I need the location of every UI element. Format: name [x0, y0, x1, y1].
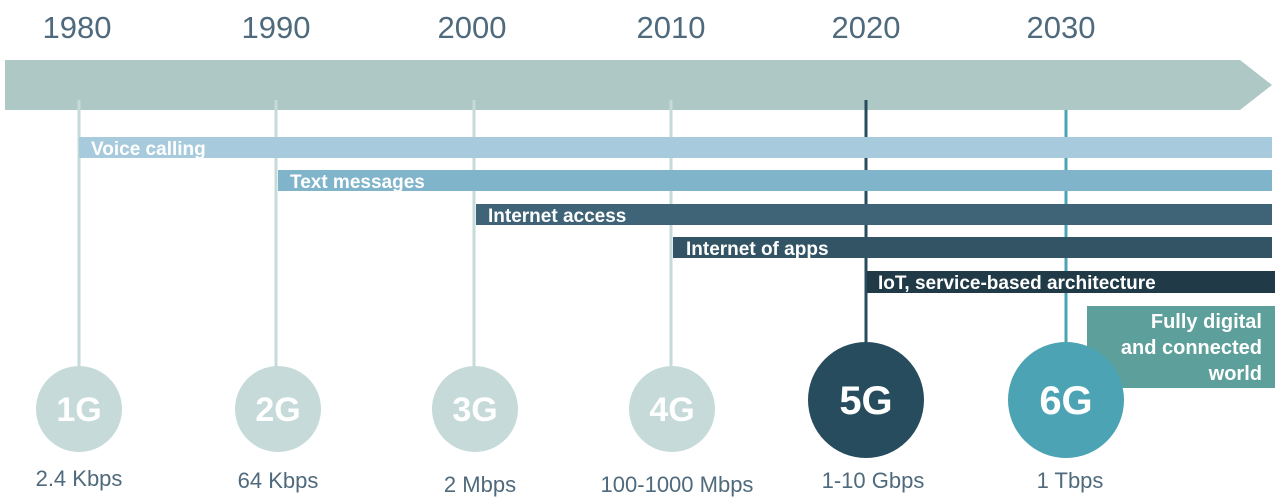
- speed-label-3g: 2 Mbps: [444, 472, 516, 497]
- generation-circle-2g: [235, 366, 321, 452]
- generation-label-2g: 2G: [255, 391, 300, 429]
- generation-circle-4g: [629, 366, 715, 452]
- capability-label-iot-service-based-architecture: IoT, service-based architecture: [878, 273, 1156, 294]
- generation-label-1g: 1G: [56, 391, 101, 429]
- generation-circle-5g: [808, 342, 924, 458]
- capability-bar-voice-calling: [79, 137, 1272, 158]
- speed-label-2g: 64 Kbps: [238, 468, 319, 493]
- generation-label-6g: 6G: [1039, 379, 1092, 423]
- speed-label-5g: 1-10 Gbps: [822, 468, 925, 493]
- future-box-line-1: Fully digital: [1151, 311, 1262, 333]
- capability-bar-text-messages: [278, 170, 1272, 191]
- future-box-line-2: and connected: [1121, 337, 1262, 359]
- capability-label-internet-access: Internet access: [488, 206, 626, 227]
- generation-label-3g: 3G: [452, 391, 497, 429]
- speed-label-1g: 2.4 Kbps: [36, 466, 123, 491]
- generation-circle-3g: [432, 366, 518, 452]
- speed-label-4g: 100-1000 Mbps: [601, 472, 754, 497]
- future-box: [1087, 306, 1275, 388]
- capability-bar-internet-of-apps: [673, 237, 1272, 258]
- capability-bar-internet-access: [476, 204, 1272, 225]
- generation-circle-6g: [1008, 342, 1124, 458]
- generation-label-4g: 4G: [649, 391, 694, 429]
- year-label-1980: 1980: [43, 10, 112, 45]
- generation-label-5g: 5G: [839, 379, 892, 423]
- capability-bar-iot-service-based-architecture: [867, 271, 1275, 293]
- year-label-2010: 2010: [637, 10, 706, 45]
- generation-circle-1g: [36, 366, 122, 452]
- speed-label-6g: 1 Tbps: [1037, 468, 1104, 493]
- capability-label-internet-of-apps: Internet of apps: [686, 239, 829, 260]
- capability-label-text-messages: Text messages: [290, 172, 425, 193]
- year-label-1990: 1990: [242, 10, 311, 45]
- year-label-2020: 2020: [832, 10, 901, 45]
- capability-label-voice-calling: Voice calling: [91, 139, 206, 160]
- year-label-2030: 2030: [1027, 10, 1096, 45]
- year-label-2000: 2000: [438, 10, 507, 45]
- future-box-line-3: world: [1208, 363, 1262, 385]
- timeline-arrow: [5, 60, 1272, 110]
